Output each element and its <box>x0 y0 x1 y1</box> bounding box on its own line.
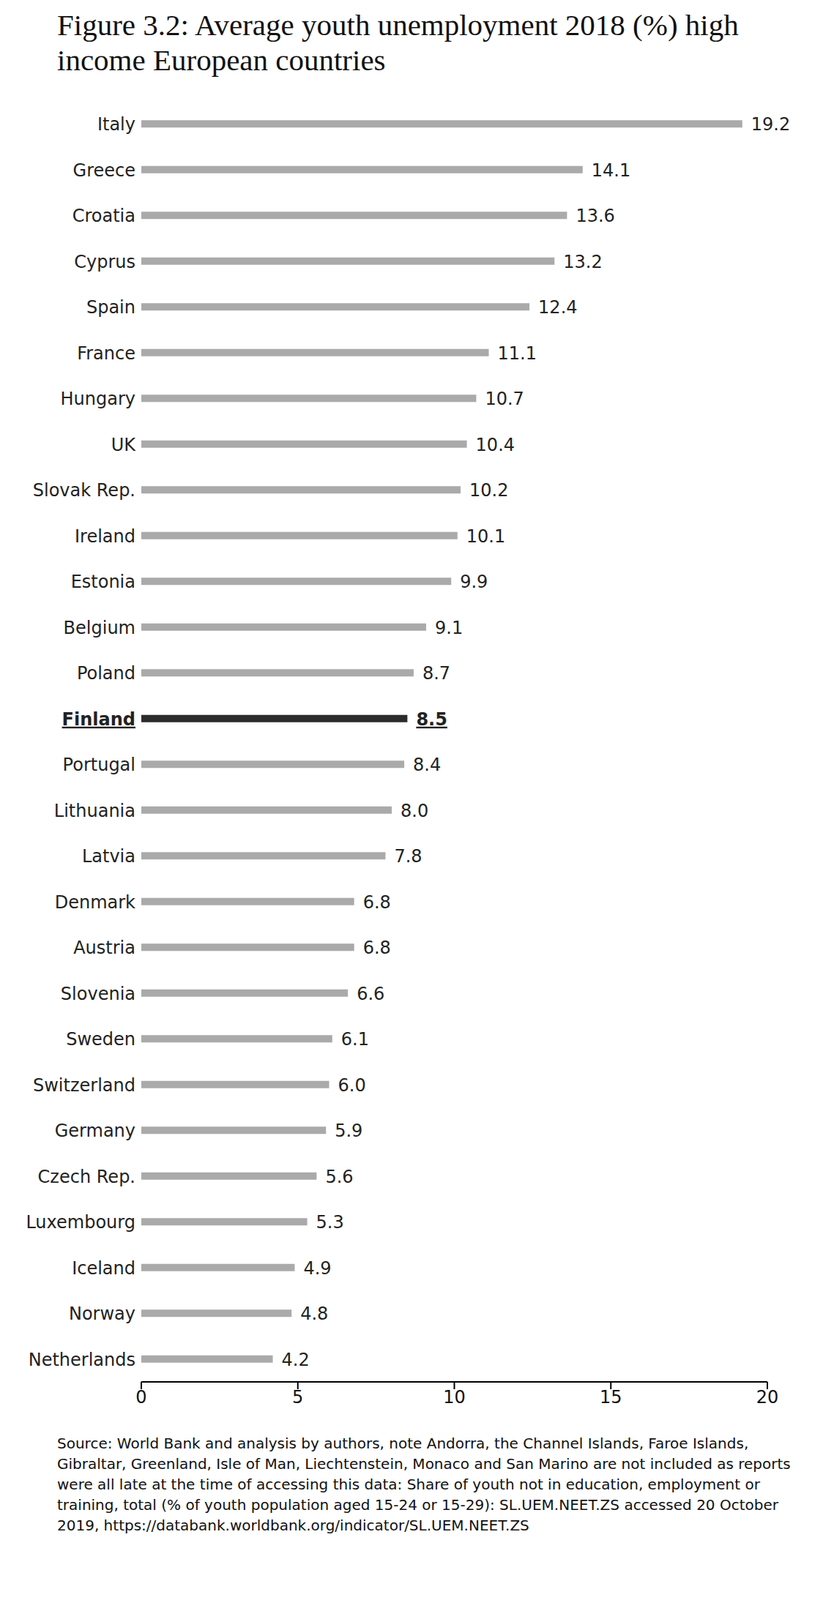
svg-text:8.0: 8.0 <box>400 801 429 822</box>
svg-text:Croatia: Croatia <box>72 205 136 227</box>
svg-text:Sweden: Sweden <box>65 1029 136 1050</box>
svg-text:5.6: 5.6 <box>325 1167 353 1188</box>
svg-text:14.1: 14.1 <box>591 160 631 181</box>
svg-text:Belgium: Belgium <box>63 617 136 639</box>
svg-text:Austria: Austria <box>73 937 136 959</box>
svg-text:Denmark: Denmark <box>54 892 136 914</box>
svg-text:Spain: Spain <box>86 297 136 318</box>
svg-text:19.2: 19.2 <box>751 114 791 135</box>
svg-text:4.2: 4.2 <box>281 1350 310 1371</box>
svg-text:Slovenia: Slovenia <box>60 984 136 1005</box>
svg-text:7.8: 7.8 <box>393 846 422 867</box>
svg-text:12.4: 12.4 <box>538 297 577 318</box>
svg-text:Luxembourg: Luxembourg <box>25 1212 136 1234</box>
svg-text:Hungary: Hungary <box>60 388 136 410</box>
svg-text:0: 0 <box>135 1387 147 1409</box>
svg-text:15: 15 <box>599 1387 623 1409</box>
svg-text:Norway: Norway <box>68 1304 136 1325</box>
svg-text:5: 5 <box>292 1387 304 1409</box>
svg-text:10.1: 10.1 <box>466 526 506 547</box>
svg-text:8.5: 8.5 <box>415 709 448 731</box>
svg-text:5.3: 5.3 <box>316 1212 345 1234</box>
svg-text:UK: UK <box>111 434 137 456</box>
svg-text:10.4: 10.4 <box>475 434 515 456</box>
svg-text:11.1: 11.1 <box>497 343 537 364</box>
svg-text:6.8: 6.8 <box>363 937 391 959</box>
svg-text:6.6: 6.6 <box>356 984 385 1005</box>
svg-text:Lithuania: Lithuania <box>54 801 136 822</box>
svg-text:Estonia: Estonia <box>71 571 136 593</box>
html-text:Source: World Bank and analysi: Source: World Bank and analysis by autho… <box>57 1435 791 1535</box>
svg-text:8.7: 8.7 <box>422 663 451 684</box>
svg-text:6.0: 6.0 <box>338 1075 367 1097</box>
svg-text:13.2: 13.2 <box>563 251 602 273</box>
html-text:Figure 3.2: Average youth unem: Figure 3.2: Average youth unemployment 2… <box>57 8 739 77</box>
svg-text:Portugal: Portugal <box>62 754 136 776</box>
svg-text:Switzerland: Switzerland <box>32 1075 136 1097</box>
svg-text:Germany: Germany <box>54 1121 136 1142</box>
svg-text:Netherlands: Netherlands <box>28 1350 136 1371</box>
svg-text:13.6: 13.6 <box>575 205 615 227</box>
svg-text:6.1: 6.1 <box>341 1029 370 1050</box>
svg-text:Latvia: Latvia <box>82 846 136 867</box>
svg-text:5.9: 5.9 <box>334 1121 363 1142</box>
svg-text:4.9: 4.9 <box>303 1258 331 1280</box>
svg-text:Poland: Poland <box>76 663 136 684</box>
svg-text:Czech Rep.: Czech Rep. <box>38 1167 136 1188</box>
svg-text:Italy: Italy <box>97 114 136 135</box>
svg-text:20: 20 <box>756 1387 780 1409</box>
svg-text:9.1: 9.1 <box>434 617 463 639</box>
svg-text:France: France <box>76 343 136 364</box>
svg-text:10: 10 <box>442 1387 466 1409</box>
svg-text:10.2: 10.2 <box>469 480 509 501</box>
svg-text:8.4: 8.4 <box>412 754 441 776</box>
svg-text:9.9: 9.9 <box>459 571 488 593</box>
svg-text:10.7: 10.7 <box>484 388 524 410</box>
svg-text:6.8: 6.8 <box>363 892 391 914</box>
svg-text:Greece: Greece <box>73 160 136 181</box>
svg-text:Slovak Rep.: Slovak Rep. <box>32 480 136 501</box>
svg-text:Ireland: Ireland <box>74 526 136 547</box>
svg-text:Finland: Finland <box>62 709 136 731</box>
svg-text:Cyprus: Cyprus <box>73 251 136 273</box>
svg-text:Iceland: Iceland <box>71 1258 136 1280</box>
svg-text:4.8: 4.8 <box>300 1304 329 1325</box>
